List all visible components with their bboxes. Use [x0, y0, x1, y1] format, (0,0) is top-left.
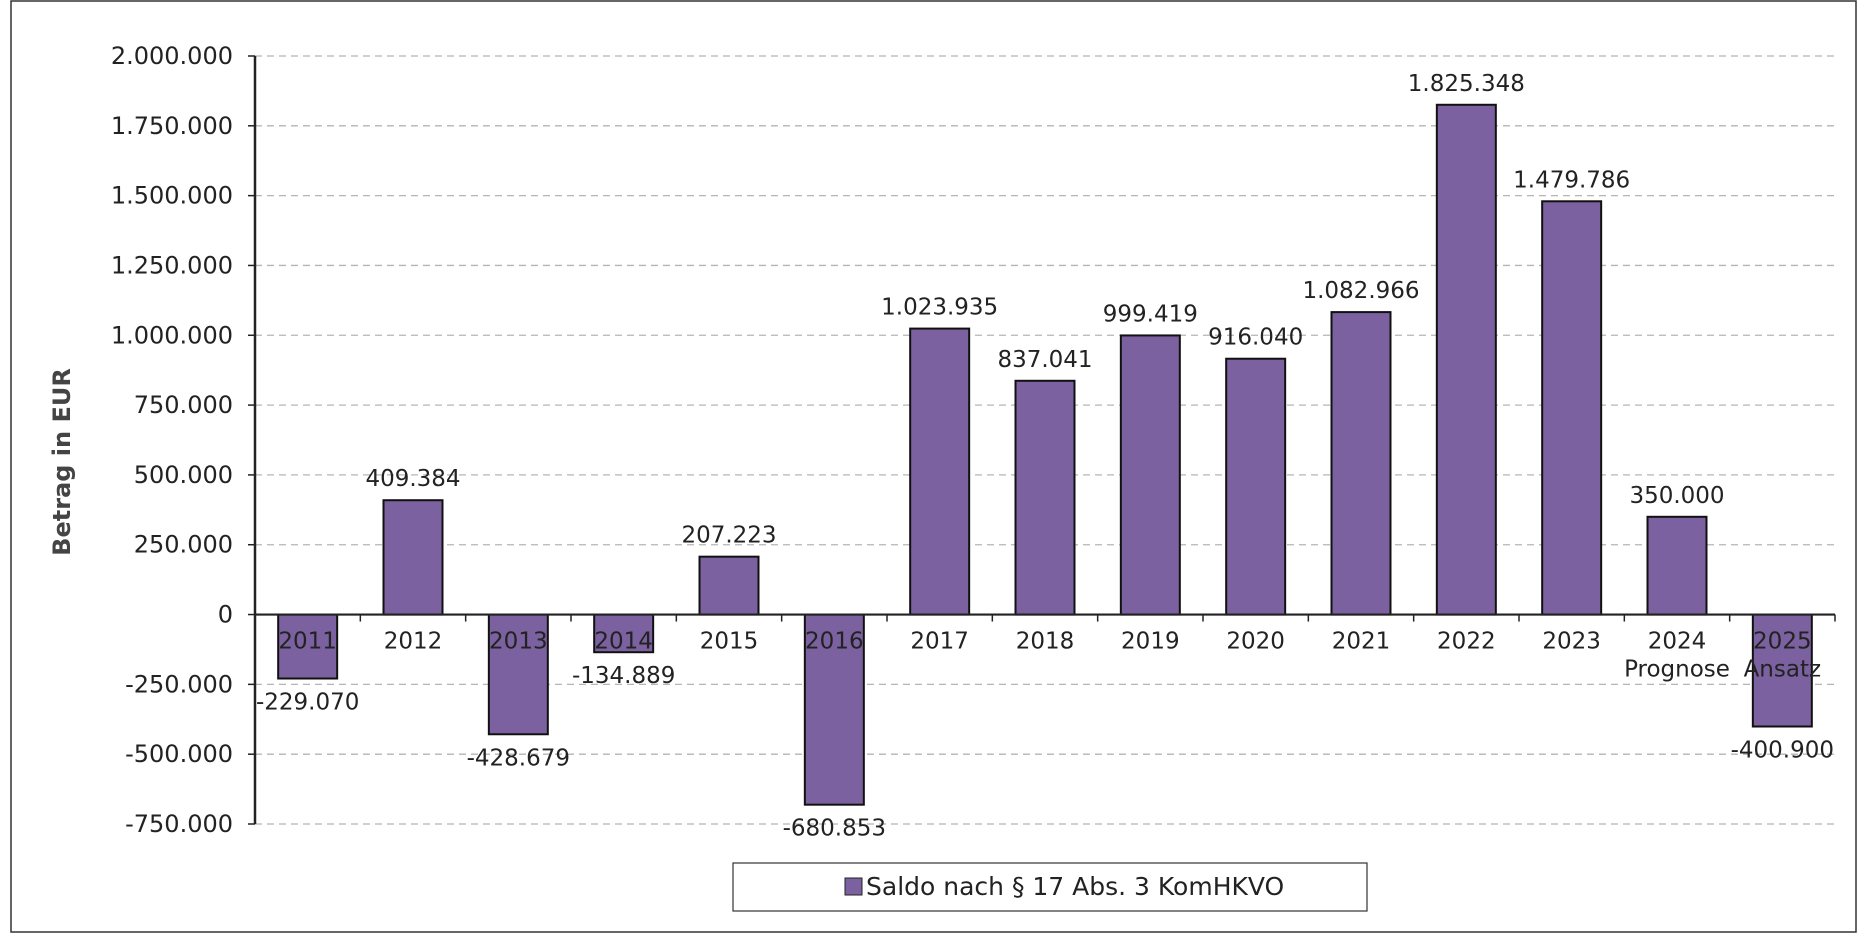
y-tick-label: 1.500.000: [111, 182, 233, 210]
data-label: 916.040: [1208, 325, 1303, 351]
data-label: 350.000: [1629, 483, 1724, 509]
y-tick-label: 1.250.000: [111, 251, 233, 279]
axes: [248, 55, 1836, 825]
x-category-label: 2012: [384, 629, 443, 655]
data-label: -400.900: [1731, 738, 1834, 764]
bar: [1435, 103, 1497, 616]
y-tick-label: -500.000: [125, 740, 233, 768]
y-tick-label: 250.000: [134, 531, 233, 559]
bar: [1646, 515, 1708, 616]
bar: [698, 555, 760, 616]
x-category-label: 2015: [700, 629, 759, 655]
x-category-sublabel: Ansatz: [1744, 657, 1821, 683]
data-label: -134.889: [572, 663, 675, 689]
bar: [803, 613, 865, 806]
data-label: 409.384: [365, 466, 460, 492]
x-category-label: 2020: [1226, 629, 1285, 655]
legend-box: [732, 862, 1368, 912]
x-category-label: 2019: [1121, 629, 1180, 655]
x-category-labels: 2011 2012 2013 2014 2015 2016 2017 2018 2019 2020…: [278, 629, 1821, 683]
y-tick-labels: 2.000.000 1.750.000 1.500.000 1.250.000 1.00…: [111, 42, 233, 838]
data-label: -428.679: [467, 745, 570, 771]
bars: [277, 103, 1813, 806]
y-axis-title: Betrag in EUR: [48, 368, 76, 556]
y-tick-label: 1.000.000: [111, 321, 233, 349]
legend: Saldo nach § 17 Abs. 3 KomHKVO: [732, 862, 1368, 912]
bar: [1119, 334, 1181, 616]
bar: [382, 499, 444, 616]
y-tick-label: -250.000: [125, 670, 233, 698]
x-category-label: 2023: [1542, 629, 1601, 655]
data-label: 1.082.966: [1302, 278, 1419, 304]
x-category-label: 2014: [594, 629, 653, 655]
data-label: 207.223: [681, 523, 776, 549]
x-category-label: 2018: [1016, 629, 1075, 655]
x-category-label: 2021: [1332, 629, 1391, 655]
y-tick-label: 0: [218, 601, 233, 629]
data-label: 1.825.348: [1408, 71, 1525, 97]
data-label: -680.853: [783, 816, 886, 842]
x-category-label: 2022: [1437, 629, 1496, 655]
bar: [909, 327, 971, 616]
bar: [277, 613, 339, 680]
x-category-label: 2011: [278, 629, 337, 655]
data-label: 1.479.786: [1513, 167, 1630, 193]
x-category-label: 2017: [910, 629, 969, 655]
y-tick-label: -750.000: [125, 810, 233, 838]
y-tick-label: 750.000: [134, 391, 233, 419]
bar: [1225, 357, 1287, 616]
x-category-label: 2025: [1753, 629, 1812, 655]
y-tick-label: 500.000: [134, 461, 233, 489]
x-category-label: 2016: [805, 629, 864, 655]
legend-swatch: [844, 877, 863, 896]
bar: [1541, 200, 1603, 616]
x-category-label: 2024: [1648, 629, 1707, 655]
bar: [1751, 613, 1813, 728]
y-tick-label: 1.750.000: [111, 112, 233, 140]
data-label: 999.419: [1103, 301, 1198, 327]
x-category-label: 2013: [489, 629, 548, 655]
data-label: -229.070: [256, 690, 359, 716]
x-category-sublabel: Prognose: [1624, 657, 1730, 683]
data-labels: -229.070 409.384 -428.679 -134.889 207.223 -6…: [256, 71, 1834, 842]
bar: [487, 613, 549, 736]
bar: [1014, 379, 1076, 616]
legend-label: Saldo nach § 17 Abs. 3 KomHKVO: [866, 872, 1284, 901]
bar: [1330, 311, 1392, 616]
data-label: 1.023.935: [881, 295, 998, 321]
y-tick-label: 2.000.000: [111, 42, 233, 70]
data-label: 837.041: [997, 347, 1092, 373]
